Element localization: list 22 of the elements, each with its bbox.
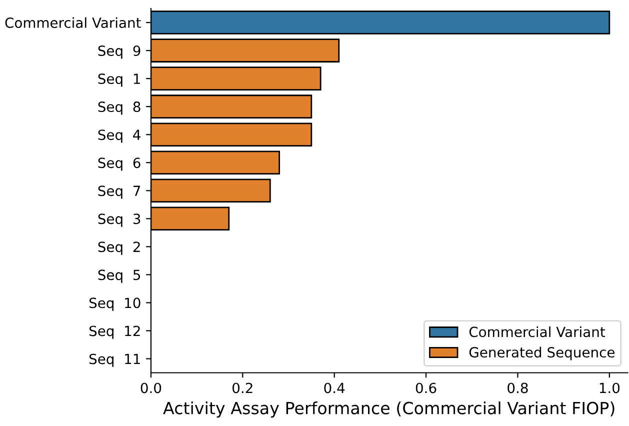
y-tick-label: Seq 9 <box>98 46 140 59</box>
y-tick-label: Seq 12 <box>89 326 140 339</box>
x-tick-label: 0.0 <box>140 382 162 394</box>
y-tick-label: Seq 3 <box>98 214 140 227</box>
x-tick-label: 0.6 <box>416 382 436 394</box>
y-tick-label: Seq 2 <box>98 242 140 255</box>
y-tick-label: Seq 8 <box>98 102 140 115</box>
legend-label: Commercial Variant <box>469 326 606 338</box>
y-tick-label: Seq 4 <box>98 130 140 143</box>
y-tick-label: Seq 7 <box>98 186 140 199</box>
y-tick-label: Seq 10 <box>89 298 140 311</box>
y-tick-label: Commercial Variant <box>5 17 141 28</box>
y-tick-label: Seq 11 <box>89 354 140 367</box>
y-tick-label: Seq 6 <box>98 158 140 171</box>
legend-label: Generated Sequence <box>469 346 614 360</box>
y-tick-label: Seq 5 <box>98 270 140 283</box>
x-tick-label: 1.0 <box>600 382 620 394</box>
x-tick-label: 0.8 <box>508 382 528 394</box>
y-tick-label: Seq 1 <box>98 74 140 87</box>
x-axis-title: Activity Assay Performance (Commercial Variant FIOP) <box>163 401 614 418</box>
x-tick-label: 0.4 <box>324 382 345 394</box>
x-tick-label: 0.2 <box>232 382 252 394</box>
